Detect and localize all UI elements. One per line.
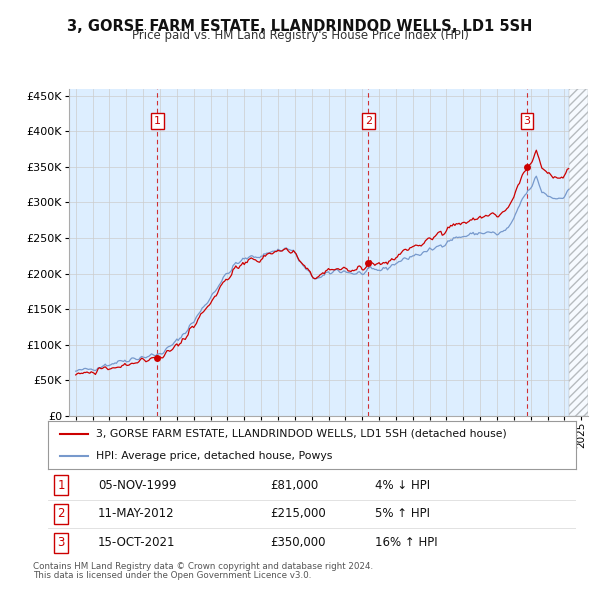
- Text: £81,000: £81,000: [270, 478, 318, 491]
- Text: 4% ↓ HPI: 4% ↓ HPI: [376, 478, 430, 491]
- Text: 11-MAY-2012: 11-MAY-2012: [98, 507, 175, 520]
- Text: Contains HM Land Registry data © Crown copyright and database right 2024.: Contains HM Land Registry data © Crown c…: [33, 562, 373, 571]
- Text: 5% ↑ HPI: 5% ↑ HPI: [376, 507, 430, 520]
- Text: £350,000: £350,000: [270, 536, 325, 549]
- Text: 3, GORSE FARM ESTATE, LLANDRINDOD WELLS, LD1 5SH: 3, GORSE FARM ESTATE, LLANDRINDOD WELLS,…: [67, 19, 533, 34]
- Text: 16% ↑ HPI: 16% ↑ HPI: [376, 536, 438, 549]
- Text: £215,000: £215,000: [270, 507, 326, 520]
- Text: 05-NOV-1999: 05-NOV-1999: [98, 478, 176, 491]
- Text: 15-OCT-2021: 15-OCT-2021: [98, 536, 176, 549]
- Text: 3: 3: [58, 536, 65, 549]
- Text: 3, GORSE FARM ESTATE, LLANDRINDOD WELLS, LD1 5SH (detached house): 3, GORSE FARM ESTATE, LLANDRINDOD WELLS,…: [95, 429, 506, 439]
- Bar: [569, 88, 588, 416]
- Text: 2: 2: [365, 116, 372, 126]
- Text: This data is licensed under the Open Government Licence v3.0.: This data is licensed under the Open Gov…: [33, 571, 311, 579]
- Text: 1: 1: [58, 478, 65, 491]
- Text: 1: 1: [154, 116, 161, 126]
- Text: Price paid vs. HM Land Registry's House Price Index (HPI): Price paid vs. HM Land Registry's House …: [131, 30, 469, 42]
- Text: 2: 2: [58, 507, 65, 520]
- Text: 3: 3: [524, 116, 530, 126]
- Bar: [569, 88, 588, 416]
- Text: HPI: Average price, detached house, Powys: HPI: Average price, detached house, Powy…: [95, 451, 332, 461]
